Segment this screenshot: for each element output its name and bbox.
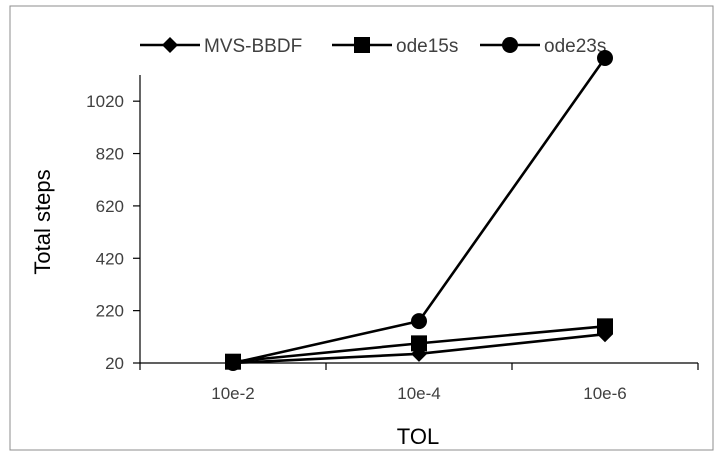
y-axis-title: Total steps bbox=[30, 169, 55, 274]
x-tick-label: 10e-2 bbox=[211, 384, 254, 403]
legend-entry: ode23s bbox=[480, 36, 606, 57]
y-tick-label: 20 bbox=[105, 354, 124, 373]
legend-label: ode23s bbox=[544, 36, 606, 57]
legend-marker bbox=[502, 37, 518, 53]
legend-entry: MVS-BBDF bbox=[140, 36, 302, 57]
data-point bbox=[411, 313, 427, 330]
data-point bbox=[225, 355, 241, 371]
data-point bbox=[411, 335, 427, 352]
x-axis: 10e-2 10e-4 10e-6 bbox=[139, 362, 699, 403]
legend-label: ode15s bbox=[396, 36, 458, 57]
y-tick-label: 220 bbox=[96, 302, 124, 321]
x-tick-label: 10e-6 bbox=[583, 384, 626, 403]
x-axis-title: TOL bbox=[397, 424, 439, 449]
series-layer bbox=[225, 49, 613, 371]
legend-entry: ode15s bbox=[332, 36, 458, 57]
y-tick-label: 420 bbox=[96, 249, 124, 268]
y-axis: 20 220 420 620 820 1020 bbox=[86, 75, 141, 373]
data-point bbox=[597, 49, 613, 66]
legend: MVS-BBDF ode15s ode23s bbox=[140, 36, 606, 57]
legend-label: MVS-BBDF bbox=[204, 36, 302, 57]
legend-marker bbox=[162, 37, 178, 53]
data-point bbox=[597, 318, 613, 335]
y-tick-label: 1020 bbox=[86, 92, 124, 111]
x-tick-label: 10e-4 bbox=[397, 384, 440, 403]
y-tick-label: 620 bbox=[96, 197, 124, 216]
chart-border bbox=[9, 5, 714, 451]
series-ode23s bbox=[225, 49, 613, 371]
legend-marker bbox=[354, 37, 370, 53]
y-tick-label: 820 bbox=[96, 145, 124, 164]
